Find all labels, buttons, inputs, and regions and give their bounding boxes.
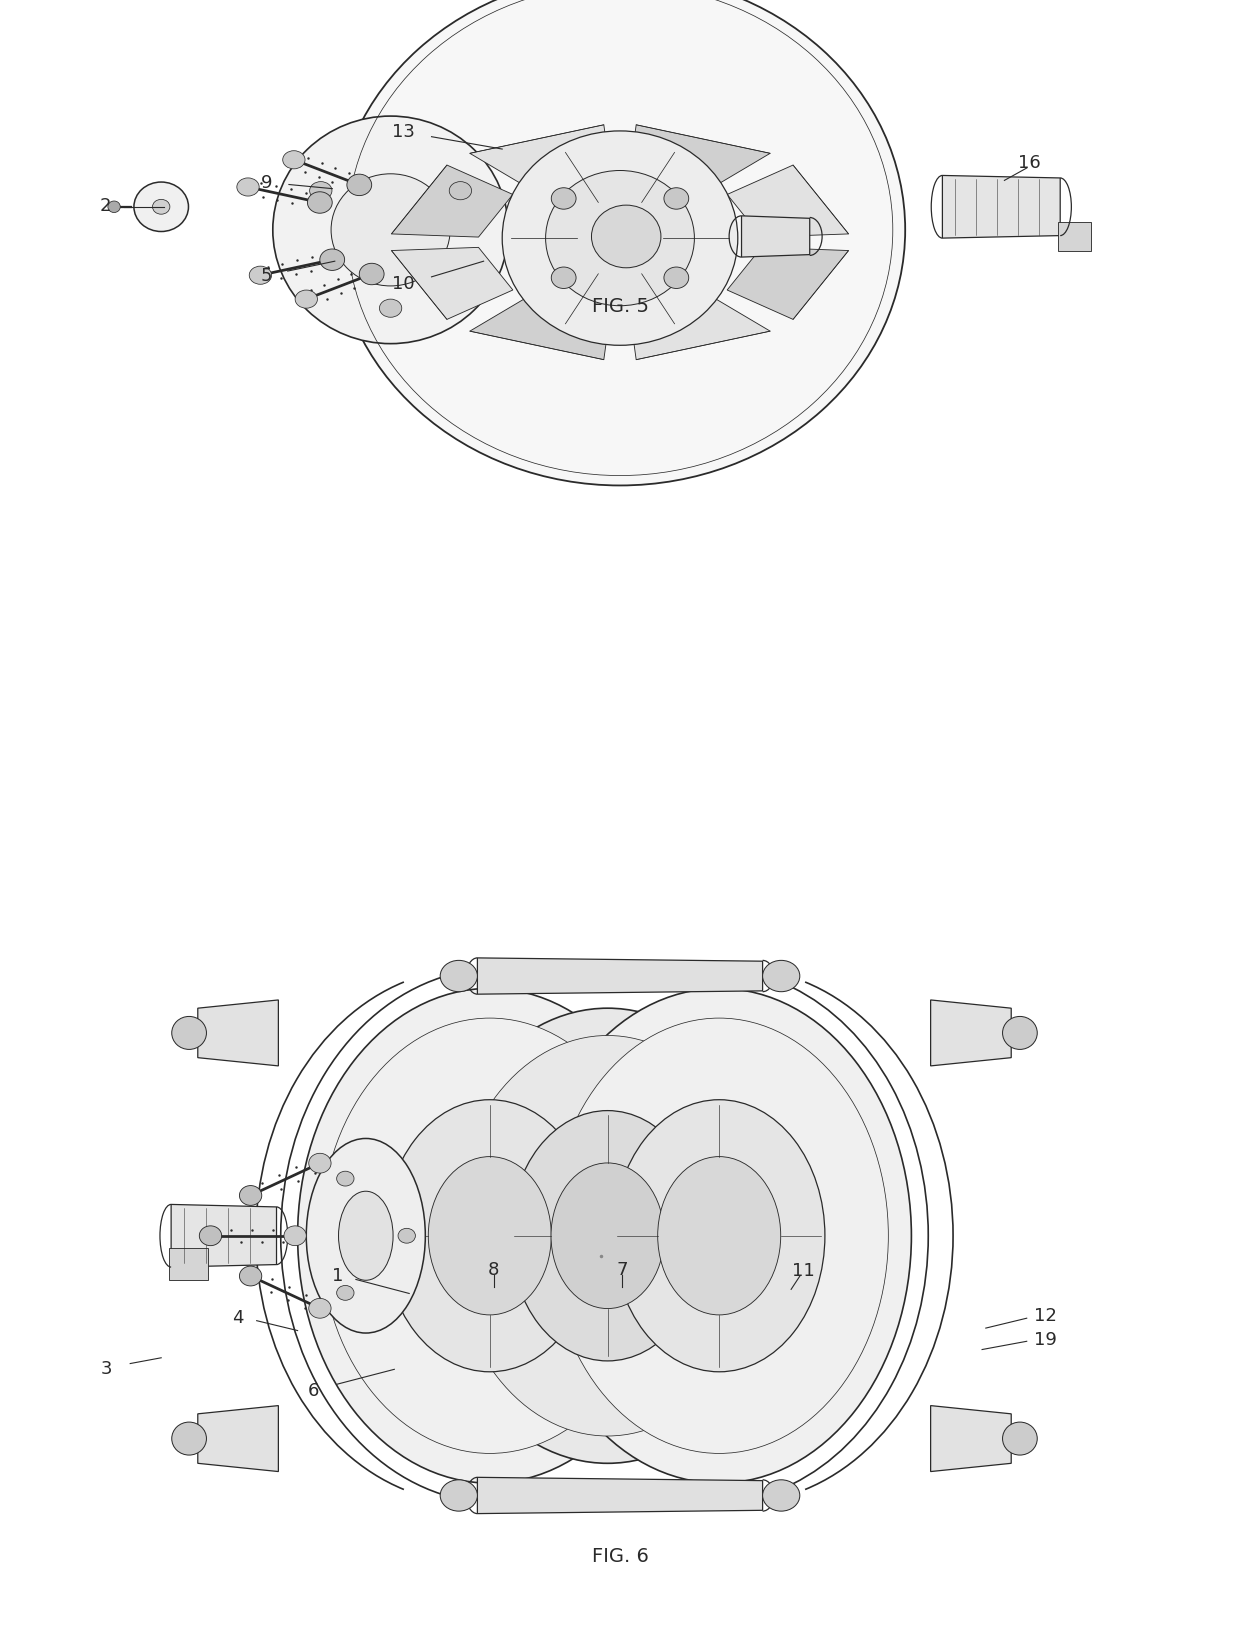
- Ellipse shape: [134, 183, 188, 232]
- Polygon shape: [1058, 222, 1091, 252]
- Text: FIG. 6: FIG. 6: [591, 1546, 649, 1566]
- Ellipse shape: [1002, 1017, 1037, 1050]
- Polygon shape: [742, 216, 810, 257]
- Ellipse shape: [200, 1226, 222, 1246]
- Ellipse shape: [335, 0, 905, 486]
- Ellipse shape: [171, 1017, 207, 1050]
- Polygon shape: [470, 125, 610, 188]
- Ellipse shape: [663, 269, 688, 290]
- Text: 11: 11: [792, 1262, 815, 1279]
- Ellipse shape: [663, 188, 688, 209]
- Ellipse shape: [657, 1157, 781, 1315]
- Ellipse shape: [614, 1101, 825, 1371]
- Polygon shape: [392, 166, 513, 237]
- Polygon shape: [630, 125, 770, 188]
- Ellipse shape: [308, 193, 332, 214]
- Ellipse shape: [527, 989, 911, 1483]
- Text: 6: 6: [308, 1381, 320, 1399]
- Polygon shape: [630, 298, 770, 361]
- Ellipse shape: [320, 250, 345, 272]
- Ellipse shape: [237, 178, 259, 198]
- Ellipse shape: [1002, 1422, 1037, 1455]
- Ellipse shape: [336, 1172, 355, 1187]
- Text: 9: 9: [260, 175, 273, 191]
- Ellipse shape: [331, 175, 450, 287]
- Text: 13: 13: [392, 124, 414, 140]
- Ellipse shape: [502, 132, 738, 346]
- Ellipse shape: [551, 1163, 665, 1309]
- Ellipse shape: [309, 1299, 331, 1318]
- Ellipse shape: [310, 183, 332, 201]
- Ellipse shape: [336, 1285, 355, 1300]
- Ellipse shape: [360, 264, 384, 285]
- Ellipse shape: [306, 1139, 425, 1333]
- Text: 2: 2: [99, 198, 112, 214]
- Polygon shape: [727, 249, 848, 320]
- Text: 10: 10: [392, 275, 414, 293]
- Polygon shape: [930, 1406, 1011, 1472]
- Polygon shape: [392, 249, 513, 320]
- Ellipse shape: [171, 1422, 207, 1455]
- Ellipse shape: [239, 1266, 262, 1285]
- Polygon shape: [470, 298, 610, 361]
- Polygon shape: [727, 166, 848, 237]
- Ellipse shape: [108, 201, 120, 214]
- Polygon shape: [171, 1205, 277, 1267]
- Text: 7: 7: [616, 1261, 629, 1277]
- Text: 5: 5: [260, 267, 273, 285]
- Ellipse shape: [379, 300, 402, 318]
- Ellipse shape: [239, 1187, 262, 1206]
- Text: 16: 16: [1018, 155, 1040, 171]
- Ellipse shape: [283, 152, 305, 170]
- Ellipse shape: [551, 1018, 888, 1454]
- Ellipse shape: [546, 171, 694, 307]
- Polygon shape: [477, 1477, 763, 1513]
- Text: 1: 1: [331, 1267, 343, 1284]
- Ellipse shape: [249, 267, 272, 285]
- Ellipse shape: [511, 1111, 704, 1361]
- Ellipse shape: [153, 201, 170, 216]
- Ellipse shape: [295, 290, 317, 310]
- Ellipse shape: [763, 961, 800, 992]
- Text: 3: 3: [100, 1360, 113, 1376]
- Ellipse shape: [552, 269, 577, 290]
- Ellipse shape: [339, 1192, 393, 1280]
- Ellipse shape: [440, 1480, 477, 1511]
- Ellipse shape: [298, 989, 682, 1483]
- Text: FIG. 5: FIG. 5: [591, 297, 649, 316]
- Ellipse shape: [428, 1157, 552, 1315]
- Ellipse shape: [284, 1226, 306, 1246]
- Ellipse shape: [763, 1480, 800, 1511]
- Polygon shape: [198, 1406, 278, 1472]
- Ellipse shape: [440, 961, 477, 992]
- Polygon shape: [477, 959, 763, 995]
- Text: 12: 12: [1034, 1307, 1056, 1323]
- Polygon shape: [198, 1000, 278, 1066]
- Polygon shape: [942, 176, 1060, 239]
- Ellipse shape: [398, 1229, 415, 1243]
- Ellipse shape: [384, 1101, 595, 1371]
- Ellipse shape: [321, 1018, 658, 1454]
- Ellipse shape: [449, 183, 471, 201]
- Ellipse shape: [273, 117, 508, 344]
- Ellipse shape: [453, 1037, 763, 1435]
- Text: 8: 8: [487, 1261, 500, 1277]
- Ellipse shape: [347, 175, 372, 196]
- Ellipse shape: [552, 188, 577, 209]
- Ellipse shape: [309, 1154, 331, 1173]
- Ellipse shape: [430, 1009, 785, 1463]
- Ellipse shape: [591, 206, 661, 269]
- Polygon shape: [169, 1249, 208, 1280]
- Text: 19: 19: [1034, 1330, 1056, 1348]
- Text: 4: 4: [232, 1309, 244, 1325]
- Polygon shape: [930, 1000, 1011, 1066]
